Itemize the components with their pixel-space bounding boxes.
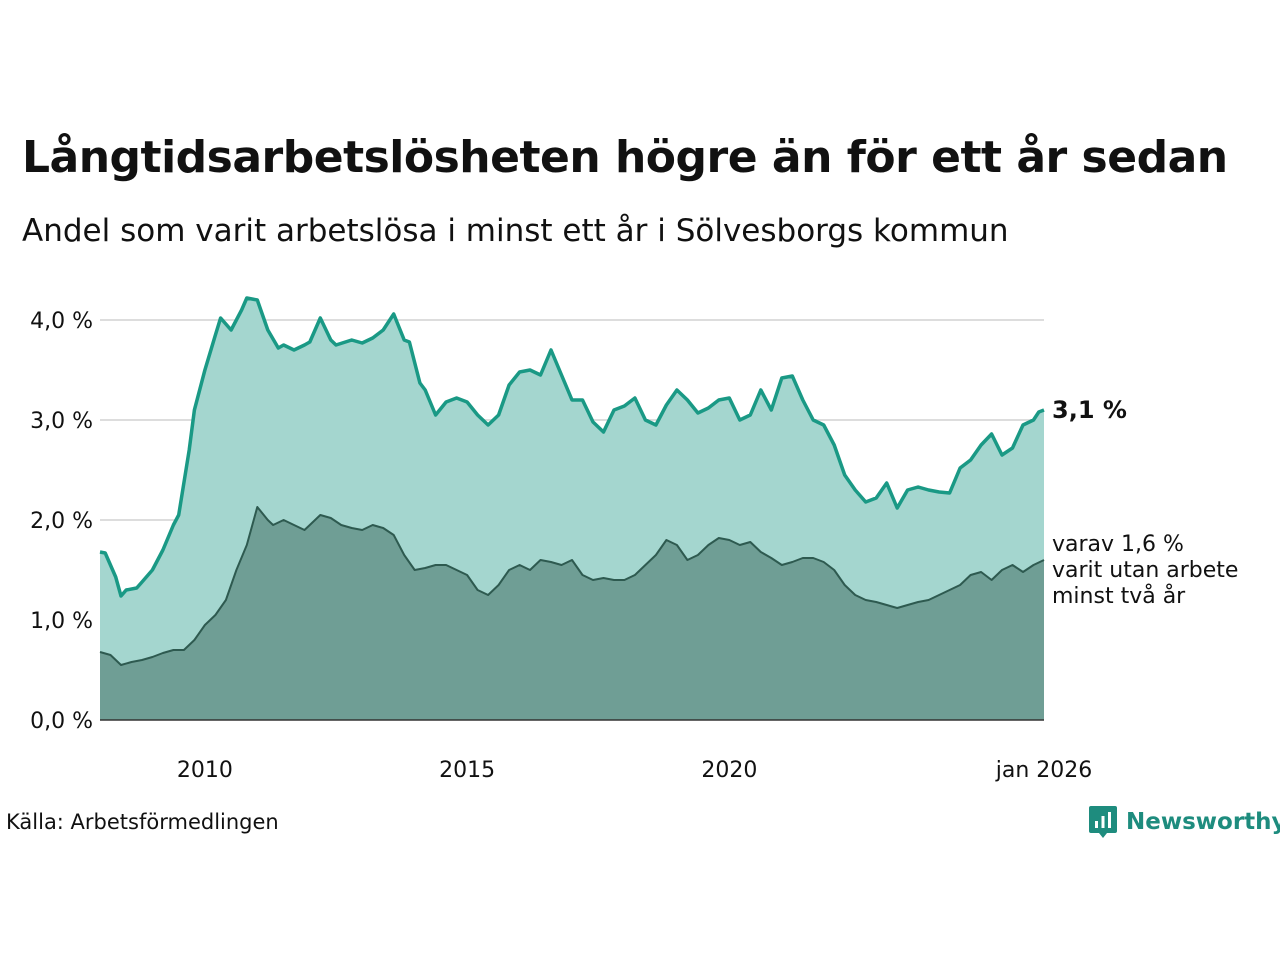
y-tick-label: 1,0 % (30, 609, 93, 634)
series-area-sub (100, 507, 1044, 720)
brand-name: Newsworthy (1126, 809, 1280, 835)
y-tick-label: 2,0 % (30, 509, 93, 534)
newsworthy-logo-icon (1089, 806, 1117, 838)
sub-series-label-line-3: minst två år (1052, 583, 1186, 609)
y-axis-ticks: 0,0 % 1,0 % 2,0 % 3,0 % 4,0 % (30, 309, 93, 734)
brand-logo[interactable]: Newsworthy (1088, 804, 1280, 840)
x-tick-label: 2020 (701, 758, 757, 783)
x-tick-label: 2015 (439, 758, 495, 783)
x-tick-label: jan 2026 (995, 758, 1093, 783)
source-note: Källa: Arbetsförmedlingen (6, 810, 279, 834)
series-line-main (99, 296, 1045, 598)
x-tick-label: 2010 (177, 758, 233, 783)
sub-series-label-line-2: varit utan arbete (1052, 558, 1238, 583)
y-tick-label: 4,0 % (30, 309, 93, 334)
series-line-sub (99, 506, 1045, 666)
y-tick-label: 0,0 % (30, 709, 93, 734)
sub-series-label-line-1: varav 1,6 % (1052, 532, 1184, 557)
chart-subtitle: Andel som varit arbetslösa i minst ett å… (22, 213, 1009, 249)
y-tick-label: 3,0 % (30, 409, 93, 434)
chart-title: Långtidsarbetslösheten högre än för ett … (22, 132, 1228, 183)
x-axis-ticks: 2010 2015 2020 jan 2026 (177, 758, 1092, 783)
end-value-label: 3,1 % (1052, 396, 1127, 424)
